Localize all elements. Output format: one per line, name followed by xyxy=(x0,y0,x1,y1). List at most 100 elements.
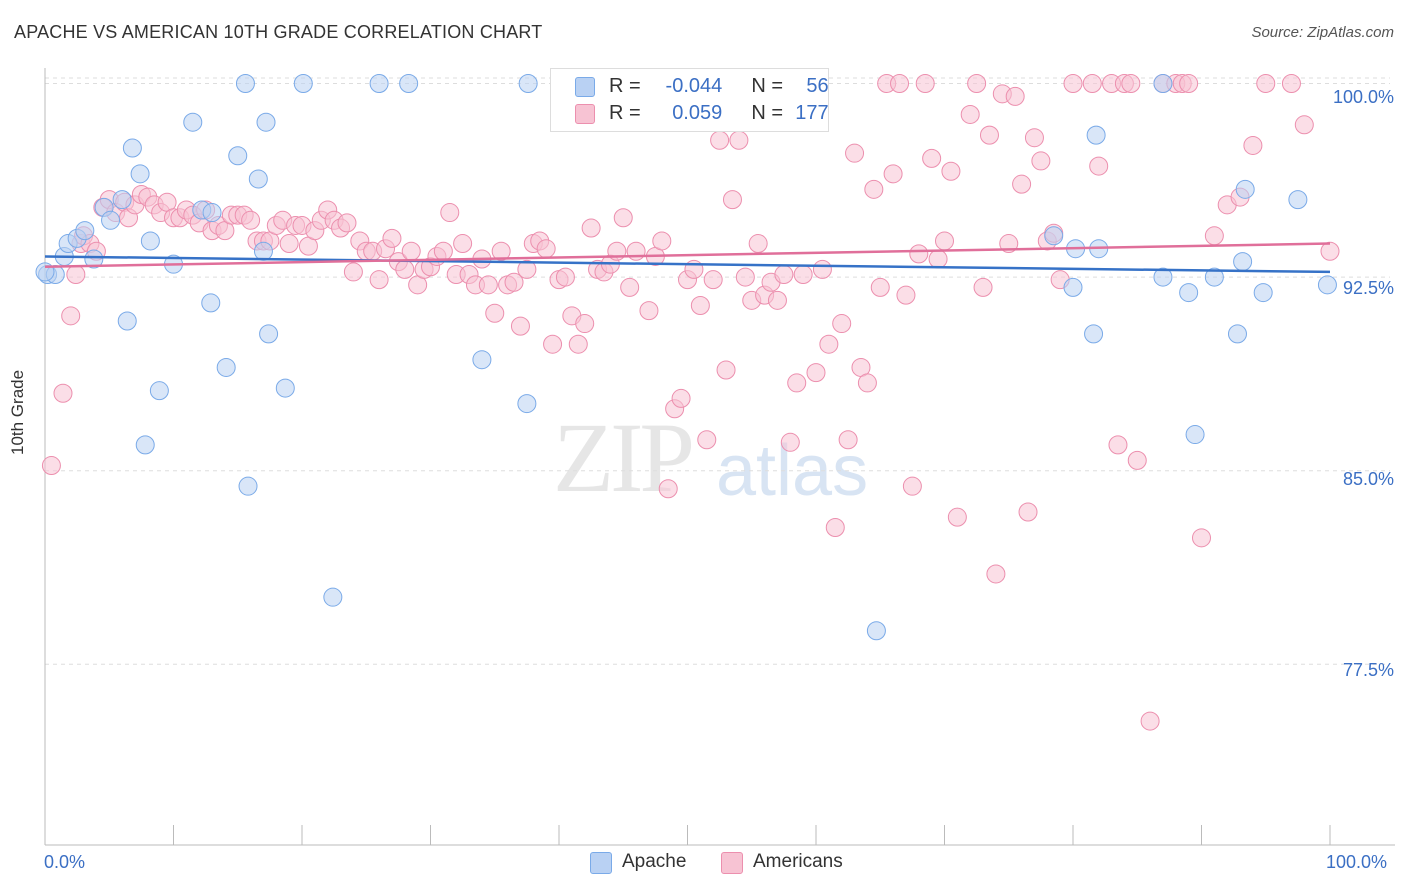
apache-point xyxy=(228,146,248,166)
american-point xyxy=(53,383,73,403)
american-point xyxy=(1024,128,1044,148)
apache-point xyxy=(293,73,313,93)
american-point xyxy=(1005,86,1025,106)
american-point xyxy=(1121,73,1141,93)
apache-point xyxy=(1153,267,1173,287)
apache-point xyxy=(149,381,169,401)
american-point xyxy=(1281,73,1301,93)
american-point xyxy=(735,267,755,287)
american-point xyxy=(491,241,511,261)
apache-point xyxy=(253,241,273,261)
apache-point xyxy=(369,73,389,93)
american-point xyxy=(543,334,563,354)
american-point xyxy=(780,432,800,452)
y-axis-label: 10th Grade xyxy=(8,369,27,455)
american-point xyxy=(241,210,261,230)
apache-point xyxy=(517,394,537,414)
n-label: N = xyxy=(751,75,784,97)
apache-point xyxy=(1179,283,1199,303)
american-point xyxy=(883,164,903,184)
american-point xyxy=(909,244,929,264)
american-point xyxy=(343,262,363,282)
apache-point xyxy=(1084,324,1104,344)
apache-point xyxy=(275,378,295,398)
american-point xyxy=(1089,156,1109,176)
american-point xyxy=(825,517,845,537)
american-point xyxy=(453,234,473,254)
american-point xyxy=(1140,711,1160,731)
american-point xyxy=(671,388,691,408)
apache-point xyxy=(1317,275,1337,295)
american-point xyxy=(440,203,460,223)
american-point xyxy=(652,231,672,251)
apache-swatch xyxy=(575,77,595,97)
american-point xyxy=(1294,115,1314,135)
american-point xyxy=(845,143,865,163)
apache-point xyxy=(1288,190,1308,210)
american-point xyxy=(1063,73,1083,93)
apache-n-value: 56 xyxy=(806,75,829,97)
chart-title: APACHE VS AMERICAN 10TH GRADE CORRELATIO… xyxy=(14,22,543,42)
american-point xyxy=(555,267,575,287)
american-point xyxy=(1179,73,1199,93)
apache-legend-label: Apache xyxy=(622,851,687,872)
american-point xyxy=(1018,502,1038,522)
american-point xyxy=(915,73,935,93)
american-point xyxy=(1204,226,1224,246)
american-point xyxy=(967,73,987,93)
american-point xyxy=(279,234,299,254)
american-point xyxy=(774,265,794,285)
apache-point xyxy=(122,138,142,158)
american-point xyxy=(890,73,910,93)
apache-point xyxy=(323,587,343,607)
american-point xyxy=(504,272,524,292)
american-point xyxy=(395,259,415,279)
apache-point xyxy=(202,203,222,223)
american-point xyxy=(832,314,852,334)
american-point xyxy=(864,179,884,199)
american-point xyxy=(401,241,421,261)
y-tick-label: 85.0% xyxy=(1342,469,1394,489)
american-point xyxy=(613,208,633,228)
american-point xyxy=(478,275,498,295)
american-point xyxy=(1031,151,1051,171)
american-point xyxy=(819,334,839,354)
apache-point xyxy=(256,112,276,132)
apache-point xyxy=(1044,226,1064,246)
x-min-label: 0.0% xyxy=(44,852,86,872)
american-point xyxy=(729,130,749,150)
american-point xyxy=(928,249,948,269)
apache-point xyxy=(1185,425,1205,445)
americans-points xyxy=(41,73,1340,731)
apache-r-value: -0.044 xyxy=(665,75,723,97)
x-max-label: 100.0% xyxy=(1326,852,1388,872)
apache-point xyxy=(101,210,121,230)
american-point xyxy=(767,290,787,310)
american-point xyxy=(581,218,601,238)
apache-point xyxy=(235,73,255,93)
american-point xyxy=(787,373,807,393)
american-point xyxy=(690,295,710,315)
y-tick-label: 92.5% xyxy=(1342,278,1394,298)
american-point xyxy=(902,476,922,496)
apache-point xyxy=(259,324,279,344)
american-point xyxy=(485,303,505,323)
apache-point xyxy=(183,112,203,132)
american-point xyxy=(1256,73,1276,93)
american-point xyxy=(838,430,858,450)
american-point xyxy=(697,430,717,450)
american-point xyxy=(1127,450,1147,470)
american-point xyxy=(947,507,967,527)
american-point xyxy=(793,265,813,285)
apache-point xyxy=(248,169,268,189)
apache-point xyxy=(1233,252,1253,272)
american-point xyxy=(1320,241,1340,261)
american-point xyxy=(960,104,980,124)
american-point xyxy=(710,130,730,150)
americans-trend-line xyxy=(44,242,1331,269)
apache-point xyxy=(399,73,419,93)
americans-legend-swatch xyxy=(721,852,743,874)
trend-lines xyxy=(44,242,1331,274)
y-tick-label: 100.0% xyxy=(1332,87,1394,107)
